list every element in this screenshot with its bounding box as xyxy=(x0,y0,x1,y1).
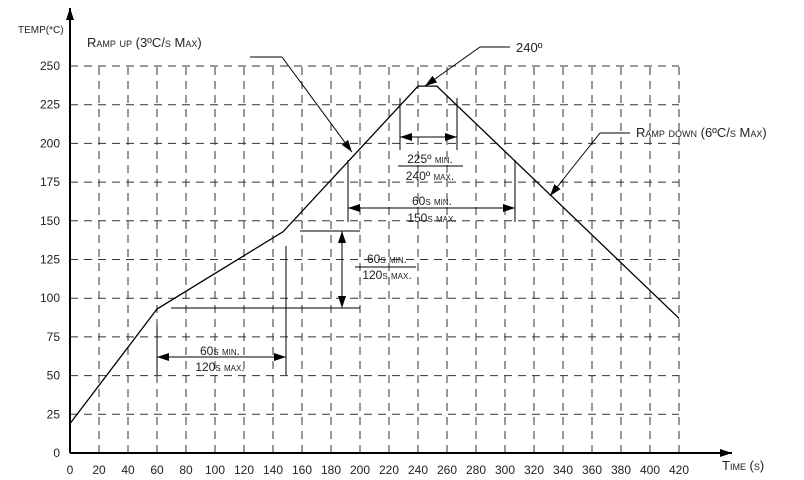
ramp-up-label: Ramp up (3ºC/s Max) xyxy=(87,35,202,50)
x-tick-label: 200 xyxy=(350,463,370,477)
reflow-max-label: 150s max. xyxy=(407,211,456,225)
y-tick-label: 50 xyxy=(47,369,61,383)
x-tick-label: 80 xyxy=(179,463,193,477)
y-tick-label: 100 xyxy=(40,291,60,305)
x-tick-label: 140 xyxy=(263,463,283,477)
preheat-temp-max-label: 120s max. xyxy=(362,268,411,282)
grid xyxy=(70,65,680,453)
peak-label: 240º xyxy=(516,40,543,55)
tick-labels: 0 20 40 60 80 100 120 140 160 180 200 220 240 260 280 3… xyxy=(40,59,689,477)
y-tick-label: 225 xyxy=(40,98,60,112)
y-tick-label: 125 xyxy=(40,253,60,267)
x-tick-label: 400 xyxy=(640,463,660,477)
y-tick-label: 25 xyxy=(47,407,61,421)
ramp-down-label: Ramp down (6ºC/s Max) xyxy=(636,125,767,140)
y-tick-label: 250 xyxy=(40,59,60,73)
x-tick-label: 320 xyxy=(524,463,544,477)
x-tick-label: 160 xyxy=(292,463,312,477)
x-tick-label: 0 xyxy=(67,463,74,477)
x-tick-label: 420 xyxy=(669,463,689,477)
y-axis-label: TEMP(*C) xyxy=(18,25,64,36)
annotations: Ramp up (3ºC/s Max) 240º Ramp down (6ºC/… xyxy=(87,35,767,375)
peak-window-max-label: 240º max. xyxy=(406,169,454,183)
y-tick-label: 200 xyxy=(40,136,60,150)
x-tick-label: 360 xyxy=(582,463,602,477)
x-tick-label: 300 xyxy=(495,463,515,477)
x-tick-label: 340 xyxy=(553,463,573,477)
x-axis-label: Time (s) xyxy=(722,458,764,473)
series xyxy=(69,85,680,424)
x-tick-label: 40 xyxy=(121,463,135,477)
reflow-min-label: 60s min. xyxy=(412,194,452,208)
x-tick-label: 380 xyxy=(611,463,631,477)
ramp-up-arrow xyxy=(281,56,353,153)
x-tick-label: 180 xyxy=(321,463,341,477)
x-tick-label: 20 xyxy=(92,463,106,477)
preheat-time-max-label: 120s max. xyxy=(195,360,244,374)
y-tick-label: 75 xyxy=(47,330,61,344)
ramp-down-arrow xyxy=(549,132,601,197)
peak-window-min-label: 225º min. xyxy=(407,152,453,166)
x-tick-label: 220 xyxy=(379,463,399,477)
temperature-profile-line xyxy=(69,85,680,424)
x-tick-label: 280 xyxy=(466,463,486,477)
y-tick-label: 175 xyxy=(40,175,60,189)
peak-arrow xyxy=(424,46,481,87)
x-tick-label: 120 xyxy=(234,463,254,477)
x-tick-label: 60 xyxy=(150,463,164,477)
y-tick-label: 0 xyxy=(53,446,60,460)
x-tick-label: 100 xyxy=(205,463,225,477)
y-tick-label: 150 xyxy=(40,214,60,228)
preheat-temp-min-label: 60s min. xyxy=(367,252,407,266)
axes xyxy=(66,8,732,457)
x-tick-label: 260 xyxy=(437,463,457,477)
preheat-time-min-label: 60s min. xyxy=(200,344,240,358)
x-tick-label: 240 xyxy=(408,463,428,477)
